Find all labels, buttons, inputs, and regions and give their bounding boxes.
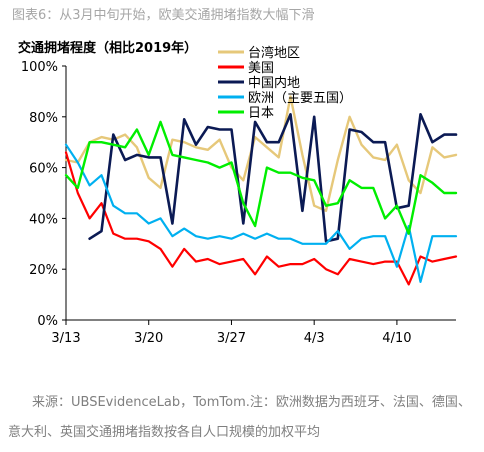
legend-label: 日本 [248, 106, 274, 121]
legend-item-0: 台湾地区 [218, 45, 300, 61]
legend-item-3: 欧洲（主要五国） [218, 91, 352, 106]
y-tick-label: 60% [29, 162, 58, 177]
series-line-2 [88, 113, 458, 243]
series-line-4 [64, 120, 458, 235]
chart-title: 交通拥堵程度（相比2019年） [18, 40, 197, 56]
y-tick-label: 100% [21, 60, 58, 75]
y-tick-label: 20% [29, 263, 58, 278]
legend-label: 中国内地 [248, 75, 300, 91]
x-tick-label: 3/13 [51, 331, 80, 346]
y-tick-label: 80% [29, 111, 58, 126]
y-tick-label: 0% [37, 314, 58, 329]
legend-label: 美国 [248, 61, 274, 76]
series-line-1 [64, 151, 458, 286]
legend-item-4: 日本 [218, 106, 274, 121]
legend-label: 欧洲（主要五国） [248, 91, 352, 106]
x-tick-label: 3/20 [134, 331, 163, 346]
y-tick-label: 40% [29, 212, 58, 227]
legend-item-2: 中国内地 [218, 75, 300, 91]
y-axis: 0% 20% 40% 60% 80% 100% [21, 60, 67, 329]
x-tick-label: 3/27 [217, 331, 246, 346]
x-tick-label: 4/3 [304, 331, 325, 346]
source-note: 来源：UBSEvidenceLab，TomTom.注：欧洲数据为西班牙、法国、德… [8, 395, 471, 440]
series-line-0 [64, 95, 458, 212]
legend-label: 台湾地区 [248, 45, 300, 61]
series-lines [64, 95, 458, 286]
x-axis: 3/13 3/20 3/27 4/3 4/10 [51, 319, 456, 346]
series-line-3 [64, 143, 458, 283]
figure-title: 图表6：从3月中旬开始，欧美交通拥堵指数大幅下滑 [12, 8, 315, 23]
x-tick-label: 4/10 [382, 331, 411, 346]
legend-item-1: 美国 [218, 61, 274, 76]
